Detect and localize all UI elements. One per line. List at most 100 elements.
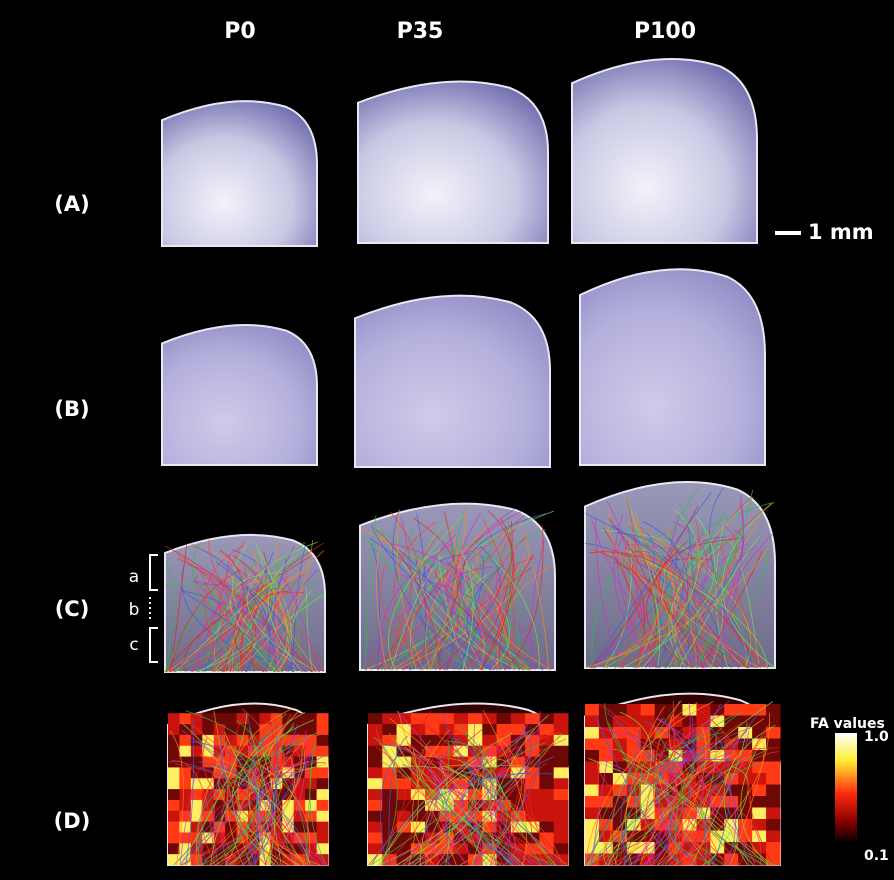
fa-voxel xyxy=(411,735,426,746)
fa-voxel xyxy=(179,746,191,757)
fa-voxel xyxy=(539,822,554,833)
region-label: b xyxy=(129,600,140,620)
fa-voxel xyxy=(259,713,271,724)
fa-voxel xyxy=(317,800,329,811)
fa-voxel xyxy=(439,713,454,724)
fa-voxel xyxy=(454,713,469,724)
fa-voxel xyxy=(511,713,526,724)
fa-voxel xyxy=(724,704,738,716)
fa-voxel xyxy=(425,713,440,724)
region-label: c xyxy=(129,635,138,655)
fa-voxel xyxy=(585,716,599,728)
fa-voxel xyxy=(554,778,569,789)
colorbar-min: 0.1 xyxy=(864,848,889,864)
fa-voxel xyxy=(368,767,383,778)
fa-voxel xyxy=(397,811,412,822)
fa-voxel xyxy=(179,767,191,778)
fa-voxel xyxy=(554,746,569,757)
fa-voxel xyxy=(214,822,226,833)
scale-label: 1 mm xyxy=(808,220,874,244)
tissue-section xyxy=(580,269,765,465)
fa-voxel xyxy=(368,724,383,735)
fa-voxel xyxy=(317,789,329,800)
fa-voxel xyxy=(766,796,780,808)
fa-voxel xyxy=(554,811,569,822)
fa-voxel xyxy=(766,704,780,716)
fa-voxel xyxy=(554,789,569,800)
fa-voxel xyxy=(710,819,724,831)
fa-voxel xyxy=(454,843,469,854)
column-header: P0 xyxy=(224,19,255,44)
fa-voxel xyxy=(766,819,780,831)
column-header: P35 xyxy=(397,19,444,44)
fa-voxel xyxy=(317,822,329,833)
fa-voxel xyxy=(585,785,599,797)
fa-voxel xyxy=(168,767,180,778)
fa-voxel xyxy=(766,785,780,797)
fa-voxel xyxy=(179,778,191,789)
fa-voxel xyxy=(554,822,569,833)
fa-voxel xyxy=(179,735,191,746)
fa-voxel xyxy=(554,767,569,778)
fa-voxel xyxy=(766,773,780,785)
row-label: (A) xyxy=(54,192,89,216)
row-label: (B) xyxy=(54,397,89,421)
fa-voxel xyxy=(305,789,317,800)
fa-voxel xyxy=(539,789,554,800)
tissue-section xyxy=(572,59,757,243)
fa-voxel xyxy=(585,796,599,808)
fa-voxel xyxy=(317,735,329,746)
fa-voxel xyxy=(585,727,599,739)
figure: P0 P35 P100 (A) (B) (C) (D) 1 mm a b c F… xyxy=(0,0,894,880)
fa-voxel xyxy=(738,704,752,716)
fa-voxel xyxy=(317,832,329,843)
fa-voxel xyxy=(554,800,569,811)
fa-voxel xyxy=(225,724,237,735)
fa-voxel xyxy=(497,713,512,724)
fa-voxel xyxy=(585,773,599,785)
fa-voxel xyxy=(397,789,412,800)
fa-voxel xyxy=(766,831,780,843)
region-brackets xyxy=(150,555,158,662)
tissue-section xyxy=(355,296,550,467)
fa-voxel xyxy=(554,757,569,768)
fa-voxel xyxy=(317,713,329,724)
fa-voxel xyxy=(168,713,180,724)
fa-voxel xyxy=(554,713,569,724)
column-header: P100 xyxy=(634,19,696,44)
tissue-section xyxy=(358,81,548,243)
fa-voxel xyxy=(368,832,383,843)
fa-voxel xyxy=(179,811,191,822)
fa-voxel xyxy=(766,842,780,854)
fa-voxel xyxy=(627,704,641,716)
fa-voxel xyxy=(766,762,780,774)
fa-voxel xyxy=(627,716,641,728)
colorbar-max: 1.0 xyxy=(864,729,889,745)
fa-voxel xyxy=(368,778,383,789)
fa-voxel xyxy=(752,808,766,820)
fa-voxel xyxy=(168,811,180,822)
tissue-panels xyxy=(162,59,781,866)
fa-voxel xyxy=(168,822,180,833)
fa-voxel xyxy=(539,713,554,724)
fa-voxel xyxy=(525,713,540,724)
fa-voxel xyxy=(317,778,329,789)
fa-voxel xyxy=(368,746,383,757)
fa-voxel xyxy=(539,800,554,811)
fa-voxel xyxy=(225,713,237,724)
fa-voxel xyxy=(317,767,329,778)
fa-voxel xyxy=(368,713,383,724)
tissue-section xyxy=(162,101,317,246)
fa-voxel xyxy=(539,811,554,822)
fa-voxel xyxy=(468,713,483,724)
fa-voxel xyxy=(468,724,483,735)
fa-voxel xyxy=(585,704,599,716)
fa-voxel xyxy=(317,746,329,757)
fa-voxel xyxy=(482,724,497,735)
fa-voxel xyxy=(168,789,180,800)
fa-voxel xyxy=(168,832,180,843)
fa-voxel xyxy=(368,843,383,854)
fa-voxel xyxy=(525,778,540,789)
fa-voxel xyxy=(554,832,569,843)
fa-voxel xyxy=(439,724,454,735)
